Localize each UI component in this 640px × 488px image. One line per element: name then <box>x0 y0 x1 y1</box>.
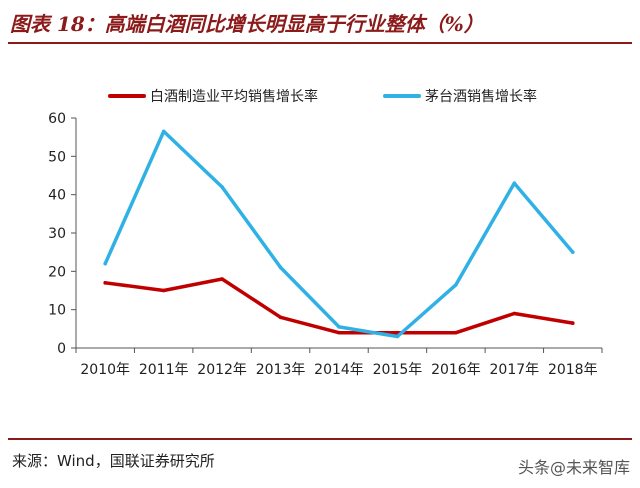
x-tick-label: 2010年 <box>80 362 130 378</box>
x-tick-label: 2016年 <box>431 362 481 378</box>
title-rule <box>8 42 632 44</box>
y-tick-label: 20 <box>48 264 66 280</box>
data-point <box>454 330 458 335</box>
data-point <box>512 181 517 185</box>
watermark: 头条@未来智库 <box>517 458 630 477</box>
x-tick-label: 2013年 <box>256 362 306 378</box>
y-tick-label: 40 <box>48 188 66 204</box>
y-tick-label: 10 <box>48 303 66 319</box>
data-point <box>103 261 108 266</box>
data-point <box>161 129 166 134</box>
x-tick-label: 2011年 <box>139 362 189 378</box>
chart-title: 图表 18：高端白酒同比增长明显高于行业整体（%） <box>10 12 484 36</box>
line-chart: 白酒制造业平均销售增长率 茅台酒销售增长率 0 10 20 30 40 50 60 2010年 2… <box>48 88 603 378</box>
data-point <box>278 315 283 320</box>
data-point <box>103 281 108 285</box>
data-point <box>337 325 341 329</box>
y-tick-label: 50 <box>48 149 66 165</box>
data-point <box>161 288 166 293</box>
data-point <box>512 311 517 316</box>
source-note: 来源：Wind，国联证券研究所 <box>12 452 215 470</box>
legend-label-1: 白酒制造业平均销售增长率 <box>150 88 318 105</box>
data-point <box>278 265 283 270</box>
data-point <box>570 250 575 254</box>
data-point <box>395 334 400 339</box>
x-tick-label: 2014年 <box>314 362 364 378</box>
y-tick-label: 0 <box>57 341 66 357</box>
data-point <box>220 185 224 189</box>
x-tick-label: 2015年 <box>373 362 423 378</box>
data-point <box>570 321 575 325</box>
legend: 白酒制造业平均销售增长率 茅台酒销售增长率 <box>108 88 537 105</box>
x-tick-label: 2017年 <box>490 362 540 378</box>
series-group <box>103 129 575 339</box>
series-line-2 <box>103 129 575 339</box>
x-tick-label: 2012年 <box>197 362 247 378</box>
footer-rule <box>8 438 632 440</box>
y-tick-label: 30 <box>48 226 66 242</box>
data-point <box>454 282 458 287</box>
axes: 0 10 20 30 40 50 60 2010年 2011年 2012年 2013年 2014年 20… <box>48 111 603 378</box>
x-tick-label: 2018年 <box>548 362 598 378</box>
legend-label-2: 茅台酒销售增长率 <box>425 88 537 105</box>
y-tick-label: 60 <box>48 111 66 127</box>
data-point <box>220 277 224 281</box>
data-point <box>337 330 341 335</box>
